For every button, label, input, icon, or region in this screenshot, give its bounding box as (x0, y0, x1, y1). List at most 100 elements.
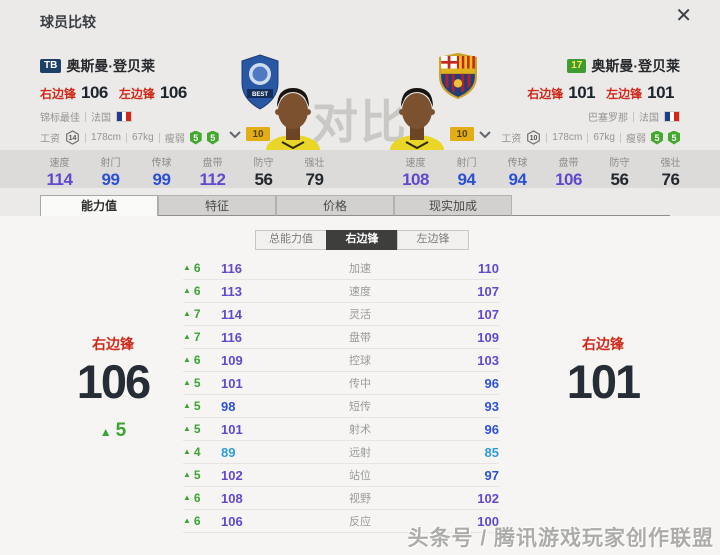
delta-value: 6 (193, 261, 201, 275)
stat-label: 传球 (507, 158, 528, 169)
table-row: ▲ 5 101 射术 96 (183, 418, 499, 441)
stat-column: 速度 108 (390, 154, 441, 190)
tab-价格[interactable]: 价格 (276, 195, 394, 216)
fitness-badge-icon: 5 (206, 130, 219, 145)
right-value: 96 (484, 421, 499, 437)
left-summary-delta: ▲ 5 (99, 420, 127, 442)
stat-value: 94 (457, 170, 476, 189)
attribute-label: 反应 (349, 516, 371, 528)
stat-label: 传球 (151, 158, 172, 169)
stat-column: 射门 99 (85, 154, 136, 190)
divider (85, 111, 86, 122)
up-arrow-icon: ▲ (183, 493, 191, 502)
stat-value: 99 (152, 170, 171, 189)
left-value: 116 (221, 260, 242, 276)
stat-value: 114 (46, 170, 73, 189)
left-player-name-row: TB 奥斯曼·登贝莱 (40, 56, 255, 76)
divider (126, 132, 128, 143)
divider (633, 111, 634, 122)
attribute-label: 站位 (349, 470, 371, 482)
chevron-down-icon[interactable] (228, 130, 242, 139)
left-player-club: 锦标最佳 (40, 113, 80, 124)
right-player-club-row: 巴塞罗那 法国 (465, 109, 680, 124)
left-summary: 右边锋 106 ▲ 5 (57, 334, 169, 442)
divider (85, 132, 86, 143)
attribute-compare-table: ▲ 6 116 加速 110 ▲ 6 113 速度 107 ▲ 7 114 灵活 107 ▲ 7 116 盘带 109… (183, 257, 499, 533)
table-row: ▲ 5 101 传中 96 (183, 372, 499, 395)
right-summary-position: 右边锋 (582, 336, 624, 352)
right-value: 93 (484, 398, 499, 414)
close-icon[interactable]: ✕ (675, 5, 692, 27)
delta-cell: ▲ 6 (183, 261, 221, 275)
tab-特征[interactable]: 特征 (158, 195, 276, 216)
right-player-name: 奥斯曼·登贝莱 (591, 58, 680, 74)
right-pos1-label: 右边锋 (527, 87, 564, 101)
tab-bar-filler (512, 195, 670, 216)
right-value: 109 (477, 329, 499, 345)
france-flag-icon (116, 111, 132, 122)
delta-value: 6 (193, 514, 201, 528)
right-value: 97 (484, 467, 499, 483)
right-summary-value: 101 (566, 355, 641, 408)
tab-bar: 能力值 特征 价格 现实加成 (40, 195, 670, 216)
right-pos2-value: 101 (647, 83, 674, 102)
attribute-label: 视野 (349, 493, 371, 505)
stat-label: 盘带 (558, 158, 579, 169)
subtab-右边锋[interactable]: 右边锋 (326, 230, 398, 250)
content-panel: 总能力值 右边锋 左边锋 右边锋 106 ▲ 5 ▲ 6 116 加速 110 ▲ 6 113 速度 1… (0, 216, 720, 555)
table-row: ▲ 5 98 短传 93 (183, 395, 499, 418)
table-row: ▲ 7 116 盘带 109 (183, 326, 499, 349)
tab-现实加成[interactable]: 现实加成 (394, 195, 512, 216)
tab-能力值[interactable]: 能力值 (40, 195, 158, 216)
stat-value: 94 (508, 170, 527, 189)
stat-column: 传球 94 (492, 154, 543, 190)
attribute-label: 传中 (349, 378, 371, 390)
left-player-photo (266, 88, 320, 150)
stat-value: 56 (610, 170, 629, 189)
up-arrow-icon: ▲ (183, 516, 191, 525)
stat-label: 射门 (100, 158, 121, 169)
fitness-badge-icon: 5 (668, 130, 680, 145)
up-arrow-icon: ▲ (183, 355, 191, 364)
left-value: 106 (221, 513, 243, 529)
stat-label: 强壮 (660, 158, 681, 169)
svg-text:BEST: BEST (252, 92, 268, 98)
right-value: 85 (484, 444, 499, 460)
delta-cell: ▲ 6 (183, 353, 221, 367)
delta-value: 7 (193, 307, 201, 321)
right-value: 100 (477, 513, 499, 529)
left-player-nation: 法国 (91, 113, 111, 124)
left-value: 113 (221, 283, 242, 299)
divider (620, 132, 621, 143)
right-value: 107 (477, 306, 499, 322)
attribute-label: 灵活 (349, 309, 371, 321)
delta-value: 6 (193, 284, 201, 298)
subtab-左边锋[interactable]: 左边锋 (397, 230, 469, 250)
left-value: 101 (221, 421, 243, 437)
stat-column: 盘带 112 (187, 154, 238, 190)
attribute-label: 射术 (349, 424, 371, 436)
left-summary-position: 右边锋 (92, 336, 134, 352)
right-player-info-row: 工资 10 178cm 67kg 瘦弱 5 5 (465, 130, 680, 145)
left-weight: 67kg (132, 132, 154, 143)
subtab-总能力值[interactable]: 总能力值 (255, 230, 327, 250)
right-player-positions: 右边锋 101 左边锋 101 (465, 83, 680, 103)
right-player-name-row: 17 奥斯曼·登贝莱 (465, 56, 680, 76)
stat-label: 速度 (49, 158, 70, 169)
delta-cell: ▲ 5 (183, 468, 221, 482)
delta-cell: ▲ 5 (183, 422, 221, 436)
left-club-crest-icon: BEST (241, 54, 279, 110)
left-height: 178cm (91, 132, 122, 143)
delta-cell: ▲ 7 (183, 330, 221, 344)
stat-column: 强壮 79 (289, 154, 340, 190)
attribute-label: 盘带 (349, 332, 371, 344)
right-value: 102 (477, 490, 499, 506)
up-arrow-icon: ▲ (183, 263, 191, 272)
left-value: 89 (221, 444, 236, 460)
left-value: 114 (221, 306, 242, 322)
right-pos1-value: 101 (568, 83, 596, 102)
left-pos2-value: 106 (159, 83, 187, 102)
right-height: 178cm (552, 132, 583, 143)
chevron-down-icon[interactable] (478, 130, 492, 139)
